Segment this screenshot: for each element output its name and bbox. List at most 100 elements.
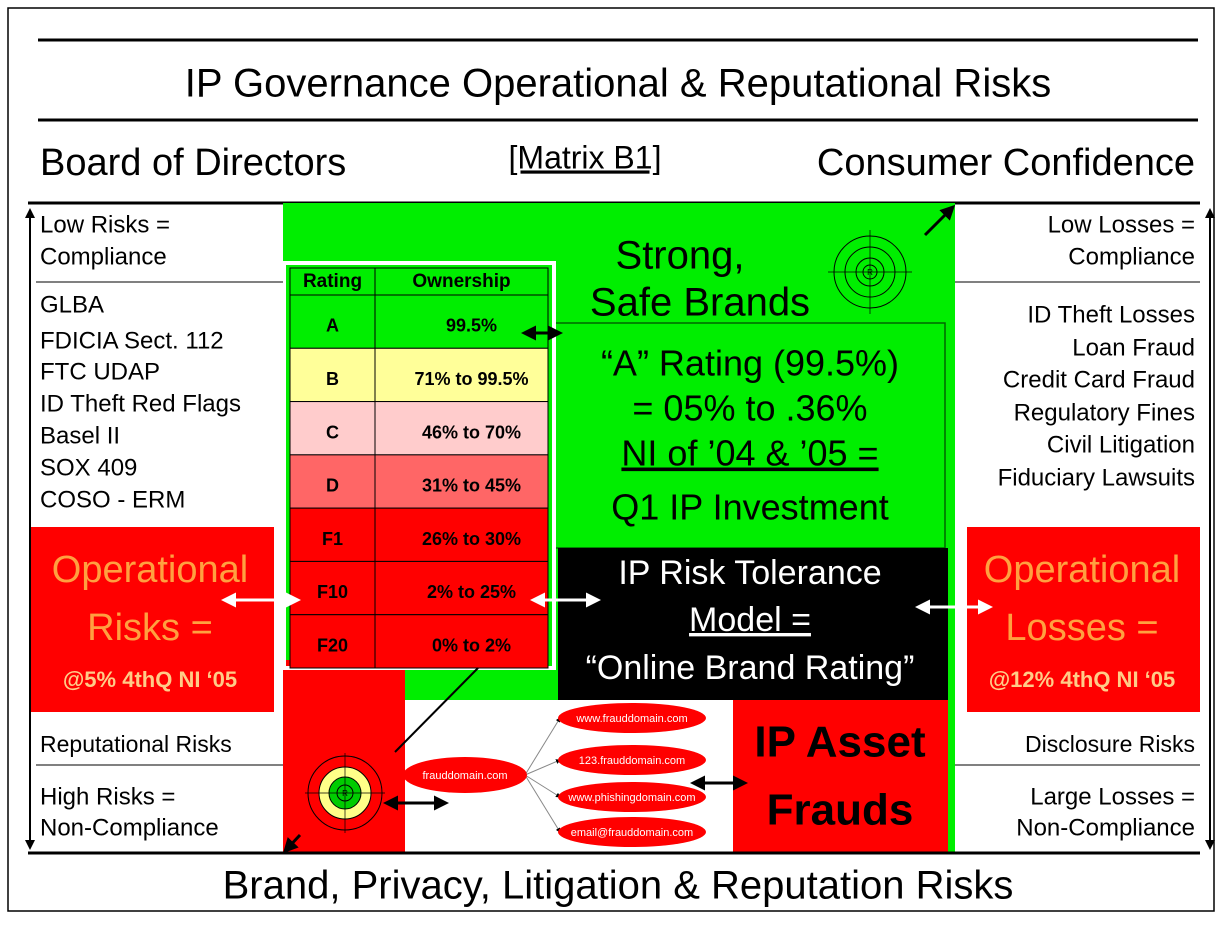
label: Ownership (412, 271, 510, 292)
arrow (282, 833, 302, 854)
footer: Brand, Privacy, Litigation & Reputation … (223, 864, 1014, 908)
label: 71% to 99.5% (414, 369, 528, 389)
label: SOX 409 (40, 454, 137, 481)
label: Low Risks = (40, 211, 170, 238)
brands: Strong,Safe Brands (590, 234, 810, 325)
label: Strong, (616, 234, 745, 278)
tolerance: IP Risk Tolerance Model = “Online Brand Ra… (586, 554, 915, 687)
label: B (326, 369, 339, 389)
table-row (289, 560, 549, 616)
tolerance-box (558, 548, 948, 700)
label: Basel II (40, 422, 120, 449)
label: F20 (317, 635, 348, 655)
label: 123.frauddomain.com (579, 755, 685, 767)
target: R (828, 230, 912, 314)
fraud-node (558, 782, 706, 812)
label: Low Losses = (1048, 211, 1195, 238)
label: Fiduciary Lawsuits (998, 464, 1195, 491)
label: Disclosure Risks (1025, 731, 1195, 757)
label: Large Losses = (1030, 783, 1195, 810)
label: A (326, 316, 339, 336)
fraud-link (524, 759, 561, 776)
label: ID Theft Losses (1027, 301, 1195, 328)
label: Operational (984, 549, 1180, 591)
label: @12% 4thQ NI ‘05 (989, 667, 1176, 692)
label: IP Risk Tolerance (618, 554, 881, 592)
label: Frauds (767, 786, 914, 835)
arrow (923, 204, 956, 237)
title: IP Governance Operational & Reputational… (185, 62, 1051, 106)
label: Compliance (40, 243, 167, 270)
label: www.frauddomain.com (575, 713, 687, 725)
label: “A” Rating (99.5%) (601, 343, 899, 384)
label: Civil Litigation (1047, 431, 1195, 458)
table-row (289, 614, 549, 669)
label: frauddomain.com (423, 770, 508, 782)
label: FDICIA Sect. 112 (40, 327, 224, 354)
label: 46% to 70% (422, 422, 521, 442)
label: Safe Brands (590, 281, 810, 325)
label: Non-Compliance (1016, 814, 1195, 841)
table-row (289, 507, 549, 562)
right-red-box (967, 527, 1200, 712)
connector (394, 667, 479, 753)
table-header-bg (289, 267, 549, 296)
header-left: Board of Directors (40, 142, 346, 184)
label: Compliance (1068, 243, 1195, 270)
label: Regulatory Fines (1014, 399, 1195, 426)
label: Risks = (87, 607, 213, 649)
label: 0% to 2% (432, 635, 511, 655)
label: COSO - ERM (40, 486, 185, 513)
label: Losses = (1005, 607, 1158, 649)
frauds: IP Asset Frauds (754, 718, 926, 835)
label: F1 (322, 529, 343, 549)
target-label: R (867, 268, 873, 277)
table-row (289, 454, 549, 509)
matrix-label: [Matrix B1] (509, 139, 662, 175)
label: Reputational Risks (40, 731, 232, 757)
label: High Risks = (40, 783, 175, 810)
table-row (289, 347, 549, 403)
label: F10 (317, 582, 348, 602)
label: NI of ’04 & ’05 = (621, 433, 878, 474)
label: D (326, 476, 339, 496)
fraud-link (524, 774, 561, 833)
target-label: R (342, 789, 348, 798)
label: Rating (303, 271, 362, 292)
fraud-node (558, 745, 706, 775)
label: Q1 IP Investment (611, 487, 888, 528)
fraud-node (558, 817, 706, 847)
label: Operational (52, 549, 248, 591)
fraud-link (524, 717, 561, 776)
label: C (326, 422, 339, 442)
label: email@frauddomain.com (571, 827, 693, 839)
label: www.phishingdomain.com (567, 792, 695, 804)
label: = 05% to .36% (632, 388, 867, 429)
label: FTC UDAP (40, 358, 160, 385)
label: 26% to 30% (422, 529, 521, 549)
header-right: Consumer Confidence (817, 142, 1195, 184)
label: “Online Brand Rating” (586, 649, 915, 687)
frauds-box (733, 700, 948, 853)
left-panel: Low Risks = Compliance GLBA FDICIA Sect. 11… (40, 211, 248, 841)
fraud-node (558, 703, 706, 733)
label: ID Theft Red Flags (40, 390, 241, 417)
label: IP Asset (754, 718, 926, 767)
label: 31% to 45% (422, 476, 521, 496)
right-panel: Low Losses = Compliance ID Theft Losses Loa… (984, 211, 1195, 841)
a-rating-box (554, 322, 946, 549)
label: Model = (689, 601, 811, 639)
label: @5% 4thQ NI ‘05 (63, 667, 237, 692)
fraud-nodes: frauddomain.com www.frauddomain.com 123.fr… (403, 703, 706, 847)
fraud-link (524, 774, 561, 798)
label: 99.5% (446, 316, 497, 336)
table-row (289, 294, 549, 349)
label: 2% to 25% (427, 582, 516, 602)
rating-table: Rating Ownership A 99.5% B 71% to 99.5% C 46% t… (282, 261, 556, 670)
label: Non-Compliance (40, 814, 219, 841)
label: GLBA (40, 291, 104, 318)
fraud-root (403, 757, 527, 793)
label: Credit Card Fraud (1003, 366, 1195, 393)
a-rating: “A” Rating (99.5%)= 05% to .36%NI of ’04… (601, 343, 899, 528)
